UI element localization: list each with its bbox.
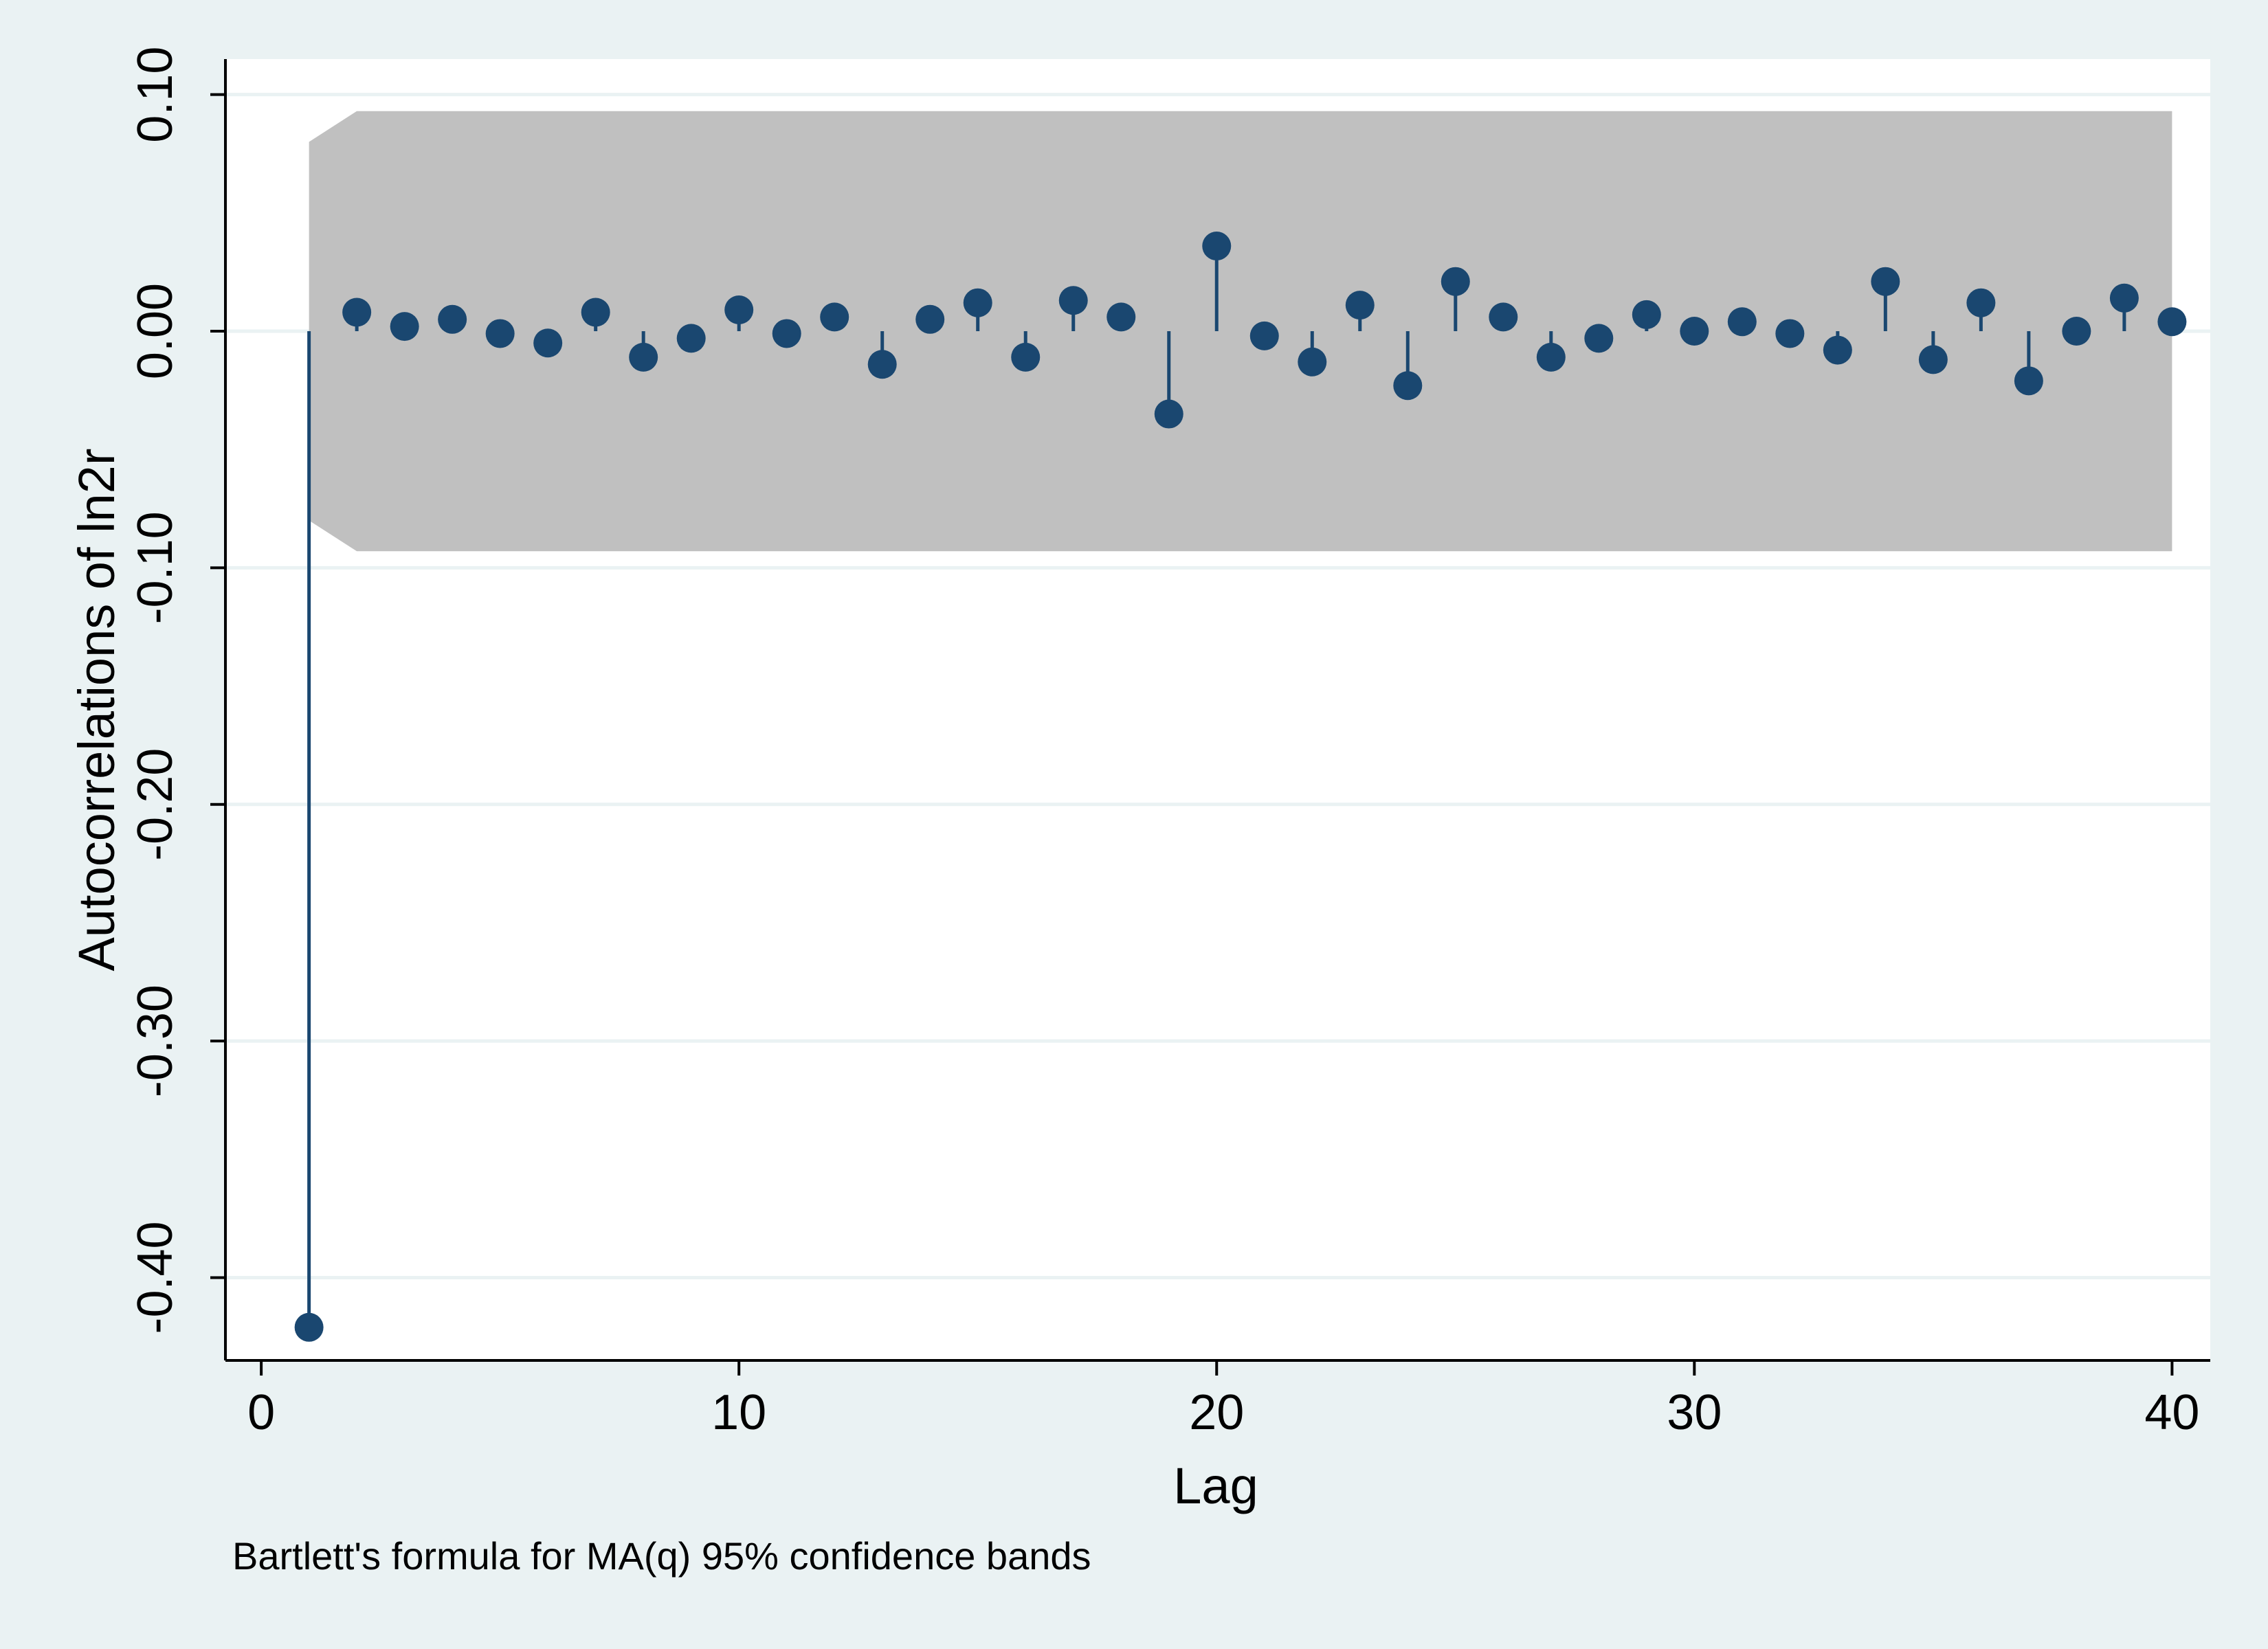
y-tick-label-5: -0.40 — [128, 1221, 183, 1334]
point-lag-37 — [2014, 366, 2043, 396]
x-tick-label-1: 10 — [711, 1385, 766, 1440]
x-axis-title: Lag — [1173, 1457, 1258, 1514]
points — [294, 232, 2187, 1342]
x-tick-label-4: 40 — [2144, 1385, 2199, 1440]
point-lag-38 — [2062, 317, 2091, 346]
point-lag-39 — [2109, 283, 2139, 313]
x-tick-label-2: 20 — [1189, 1385, 1244, 1440]
point-lag-7 — [581, 298, 610, 327]
point-lag-28 — [1584, 324, 1614, 353]
point-lag-9 — [676, 324, 706, 353]
point-lag-29 — [1632, 300, 1661, 329]
point-lag-8 — [629, 342, 658, 372]
y-ticks: 0.10 0.00 -0.10 -0.20 -0.30 -0.40 — [128, 47, 225, 1334]
point-lag-40 — [2157, 307, 2187, 337]
confidence-band — [309, 111, 2172, 552]
x-tick-label-0: 0 — [247, 1385, 275, 1440]
point-lag-31 — [1727, 307, 1757, 337]
y-tick-label-3: -0.20 — [128, 748, 183, 861]
y-tick-label-2: -0.10 — [128, 511, 183, 624]
point-lag-13 — [867, 350, 897, 379]
y-tick-label-0: 0.10 — [128, 47, 183, 143]
point-lag-3 — [390, 312, 419, 341]
point-lag-22 — [1298, 347, 1327, 377]
x-tick-label-3: 30 — [1667, 1385, 1722, 1440]
point-lag-26 — [1489, 302, 1518, 332]
point-lag-6 — [533, 328, 563, 358]
point-lag-2 — [342, 298, 372, 327]
point-lag-33 — [1823, 335, 1852, 365]
x-ticks: 0 10 20 30 40 — [247, 1360, 2199, 1440]
point-lag-16 — [1011, 342, 1041, 372]
point-lag-21 — [1249, 321, 1279, 350]
point-lag-32 — [1775, 319, 1805, 348]
y-tick-label-1: 0.00 — [128, 283, 183, 379]
point-lag-10 — [724, 295, 754, 325]
point-lag-15 — [963, 288, 992, 317]
point-lag-1 — [294, 1312, 324, 1342]
point-lag-12 — [820, 302, 849, 332]
y-tick-label-4: -0.30 — [128, 985, 183, 1097]
point-lag-30 — [1680, 317, 1709, 346]
point-lag-4 — [438, 304, 467, 334]
point-lag-36 — [1966, 288, 1996, 317]
point-lag-18 — [1107, 302, 1136, 332]
point-lag-14 — [915, 304, 945, 334]
y-axis-title: Autocorrelations of ln2r — [68, 449, 125, 972]
point-lag-34 — [1871, 267, 1900, 296]
point-lag-25 — [1441, 267, 1470, 296]
point-lag-19 — [1154, 399, 1183, 429]
point-lag-23 — [1345, 291, 1375, 320]
point-lag-24 — [1393, 371, 1423, 401]
point-lag-11 — [772, 319, 801, 348]
footnote: Bartlett's formula for MA(q) 95% confide… — [232, 1534, 1091, 1578]
point-lag-20 — [1202, 232, 1232, 261]
point-lag-5 — [485, 319, 515, 348]
point-lag-17 — [1058, 286, 1088, 315]
point-lag-35 — [1918, 345, 1948, 374]
point-lag-27 — [1536, 342, 1566, 372]
